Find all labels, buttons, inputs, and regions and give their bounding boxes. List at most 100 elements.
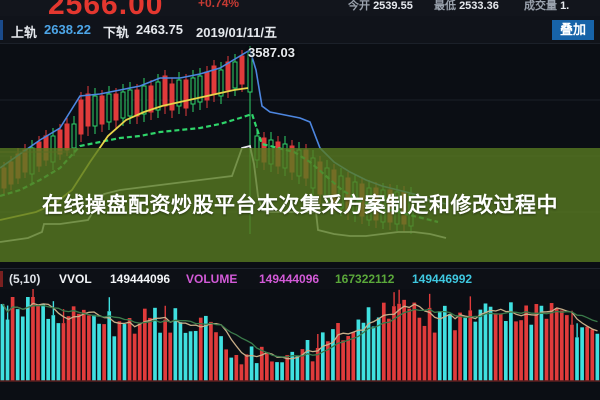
volume-bar [229, 357, 234, 381]
volume-bar [56, 323, 61, 381]
watermark-overlay: 在线操盘配资炒股平台本次集采方案制定和修改过程中 [0, 148, 600, 262]
volume-bar [442, 305, 447, 381]
open-value: 2539.55 [373, 0, 413, 12]
volume-bar [280, 362, 284, 381]
volume-ma1-value: 167322112 [335, 272, 395, 286]
volume-bar [326, 341, 330, 381]
lower-band-label: 下轨 [103, 25, 130, 40]
volume-bar [61, 323, 66, 381]
volume-bar [259, 346, 264, 381]
low-stat: 最低 2533.36 [434, 0, 499, 13]
volume-bar [127, 318, 132, 381]
volume-label: VOLUME [186, 272, 238, 286]
volume-bar [534, 304, 539, 381]
volume-bar [381, 302, 386, 381]
volume-bar [148, 317, 152, 381]
volume-bar [178, 322, 183, 381]
volume-bar [412, 302, 417, 381]
price-annotation: 3587.03 [248, 45, 295, 60]
volume-bar [402, 299, 406, 381]
volume-bar [310, 361, 315, 381]
volume-bar [488, 306, 493, 381]
volume-bar [493, 313, 498, 381]
volume-bar [356, 319, 361, 381]
volume-bar [41, 303, 45, 381]
open-label: 今开 [348, 0, 370, 12]
volume-label: 成交量 [524, 0, 557, 12]
volume-bar [122, 324, 127, 381]
volume-bar [437, 311, 442, 381]
volume-bar [539, 305, 544, 381]
volume-bar [234, 355, 239, 381]
quote-header: 2566.00 +0.74% 今开 2539.55 最低 2533.36 成交量… [0, 0, 600, 16]
volume-bar [519, 320, 523, 381]
volume-bar [209, 321, 213, 381]
volume-bar [514, 321, 518, 381]
volume-bar [590, 329, 595, 381]
volume-bar [158, 332, 162, 381]
volume-bar [376, 317, 381, 381]
volume-bar [580, 327, 584, 381]
volume-bar [254, 363, 259, 381]
volume-value: 149444096 [259, 272, 320, 286]
volume-bar [336, 323, 340, 381]
indicator-bar: 上轨 2638.22 下轨 2463.75 2019/01/11/五 叠加 [0, 16, 600, 44]
volume-bar [142, 308, 147, 381]
chart-date: 2019/01/11/五 [196, 25, 277, 40]
volume-bar [265, 352, 269, 381]
volume-bar [71, 306, 76, 381]
open-stat: 今开 2539.55 [348, 0, 413, 13]
volume-bar [132, 333, 137, 381]
volume-bar [51, 315, 56, 381]
volume-bar [20, 316, 25, 381]
lower-band-value: 2463.75 [136, 22, 183, 37]
volume-bar [117, 321, 122, 381]
volume-bar [275, 362, 279, 381]
volume-bar [239, 364, 244, 381]
volume-bar [371, 326, 376, 381]
volume-bar [183, 332, 188, 381]
volume-bar [290, 351, 295, 381]
volume-bar [473, 321, 478, 381]
volume-bar [387, 318, 391, 381]
volume-bar [0, 304, 5, 381]
volume-bar [168, 332, 173, 381]
volume-bar [320, 332, 325, 381]
volume-bar [198, 317, 203, 381]
overlay-button[interactable]: 叠加 [551, 20, 594, 40]
volume-bar [92, 314, 96, 381]
volume-bar [188, 331, 193, 381]
watermark-text: 在线操盘配资炒股平台本次集采方案制定和修改过程中 [42, 192, 558, 217]
volume-bar [463, 317, 467, 381]
volume-bar [300, 349, 305, 381]
volume-bar [341, 340, 345, 381]
volume-bar [295, 355, 300, 381]
volume-bar [585, 326, 590, 381]
volume-bar [407, 308, 412, 381]
volume-bars [0, 289, 600, 381]
indicator-accent-bar [0, 20, 3, 40]
volume-bar [153, 307, 157, 381]
volume-bar [97, 323, 101, 381]
vvol-label: VVOL [59, 272, 92, 286]
volume-bar [468, 310, 473, 381]
volume-bar [305, 340, 310, 381]
volume-bar [509, 302, 513, 381]
volume-value: 1. [560, 0, 570, 12]
volume-bar-chart [0, 289, 600, 382]
volume-bar [503, 320, 508, 381]
last-price: 2566.00 [48, 0, 163, 16]
volume-bar [575, 337, 579, 381]
volume-bar [351, 332, 356, 381]
volume-bar [366, 307, 371, 381]
volume-pane[interactable]: (5,10) VVOL 149444096 VOLUME 149444096 1… [0, 268, 600, 400]
volume-bar [46, 318, 51, 381]
volume-bar [10, 297, 15, 381]
volume-bar [397, 303, 401, 381]
volume-bar [76, 313, 81, 381]
volume-bar [36, 305, 40, 381]
volume-bar [529, 324, 534, 381]
volume-bar [31, 297, 35, 381]
volume-bar [249, 346, 254, 381]
volume-bar [315, 347, 320, 381]
